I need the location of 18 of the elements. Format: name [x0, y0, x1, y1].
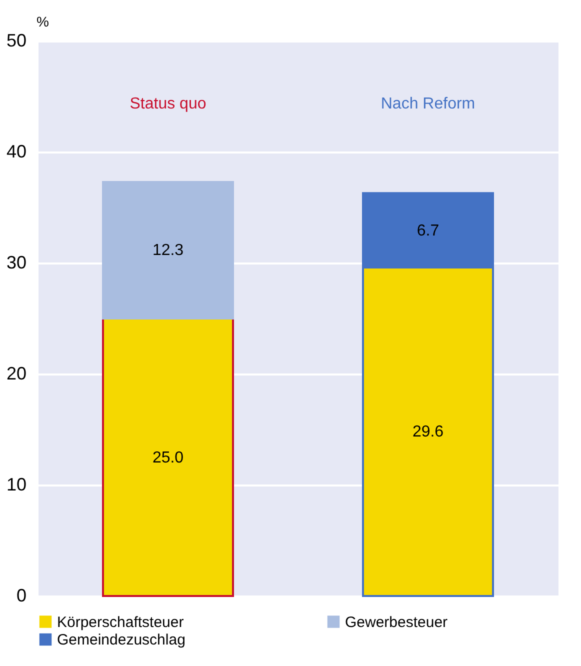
data-label: 29.6	[412, 424, 444, 441]
bar	[102, 318, 234, 597]
data-label: 25.0	[152, 449, 184, 466]
legend-label: Gemeindezuschlag	[57, 632, 186, 648]
y-tick-label: 10	[6, 474, 26, 494]
y-tick-label: 30	[6, 252, 26, 272]
legend-label: Gewerbesteuer	[345, 614, 448, 631]
legend-label: Körperschaftsteuer	[57, 614, 184, 631]
data-label: 12.3	[152, 242, 184, 260]
bar	[102, 180, 234, 320]
y-tick-label: 0	[16, 586, 26, 606]
y-tick-label: 40	[6, 142, 26, 162]
y-tick-label: 20	[6, 364, 26, 384]
y-tick-label: 50	[6, 30, 26, 50]
data-label: 6.7	[416, 222, 440, 240]
x-tick-label: Status quo	[130, 96, 206, 112]
x-tick-label: Nach Reform	[380, 96, 476, 112]
y-axis-title: %	[36, 14, 49, 30]
